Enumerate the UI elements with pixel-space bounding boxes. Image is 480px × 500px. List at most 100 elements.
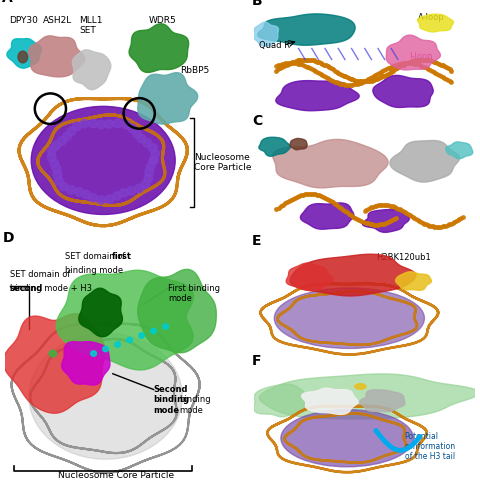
- Circle shape: [133, 130, 142, 138]
- Polygon shape: [259, 138, 290, 156]
- Circle shape: [55, 177, 63, 186]
- Text: WDR5: WDR5: [149, 16, 177, 25]
- Circle shape: [148, 144, 157, 152]
- Circle shape: [144, 174, 153, 182]
- Circle shape: [139, 333, 144, 338]
- Text: B: B: [252, 0, 263, 8]
- Text: SET domain of: SET domain of: [65, 252, 128, 261]
- Text: second: second: [10, 284, 43, 292]
- Circle shape: [75, 188, 84, 196]
- Circle shape: [143, 139, 152, 147]
- Text: RbBP5: RbBP5: [180, 66, 209, 76]
- Circle shape: [113, 192, 121, 200]
- Circle shape: [67, 186, 75, 194]
- Circle shape: [80, 120, 89, 128]
- Text: First binding
mode: First binding mode: [168, 284, 220, 303]
- Circle shape: [355, 384, 366, 389]
- Circle shape: [120, 188, 128, 197]
- Circle shape: [60, 182, 68, 191]
- Circle shape: [89, 194, 97, 202]
- Circle shape: [105, 195, 114, 203]
- Polygon shape: [396, 272, 432, 290]
- Text: DPY30: DPY30: [10, 16, 38, 25]
- Circle shape: [149, 156, 158, 164]
- Circle shape: [97, 120, 106, 128]
- Polygon shape: [300, 203, 354, 229]
- Polygon shape: [129, 24, 189, 72]
- Circle shape: [135, 184, 144, 192]
- Circle shape: [115, 342, 120, 347]
- Polygon shape: [258, 14, 355, 46]
- Circle shape: [145, 168, 154, 176]
- Polygon shape: [373, 76, 433, 108]
- Text: F: F: [252, 354, 262, 368]
- Polygon shape: [253, 384, 306, 417]
- Circle shape: [146, 162, 155, 170]
- Ellipse shape: [274, 288, 424, 348]
- Circle shape: [121, 120, 130, 128]
- Polygon shape: [138, 72, 198, 124]
- Text: D: D: [2, 232, 14, 245]
- Circle shape: [48, 146, 56, 155]
- Circle shape: [163, 324, 168, 329]
- Text: binding mode: binding mode: [65, 266, 123, 275]
- Text: binding mode + H3: binding mode + H3: [10, 284, 92, 292]
- Polygon shape: [138, 270, 216, 353]
- Circle shape: [52, 165, 61, 173]
- Polygon shape: [7, 38, 42, 68]
- Circle shape: [53, 171, 62, 179]
- Polygon shape: [286, 263, 333, 290]
- Polygon shape: [390, 140, 459, 182]
- Circle shape: [151, 328, 156, 334]
- Circle shape: [141, 180, 150, 188]
- Polygon shape: [61, 342, 110, 385]
- Text: binding
mode: binding mode: [179, 385, 210, 415]
- Circle shape: [127, 186, 135, 195]
- Polygon shape: [290, 138, 307, 150]
- Circle shape: [67, 127, 76, 136]
- Circle shape: [151, 150, 159, 158]
- Text: A: A: [2, 0, 13, 6]
- Text: SET domain of: SET domain of: [10, 270, 72, 279]
- Polygon shape: [3, 314, 105, 413]
- Polygon shape: [386, 35, 440, 70]
- Circle shape: [50, 159, 59, 168]
- Text: H2BK120ub1: H2BK120ub1: [376, 254, 431, 262]
- Polygon shape: [301, 388, 358, 414]
- Polygon shape: [29, 36, 85, 77]
- Polygon shape: [418, 14, 454, 32]
- Polygon shape: [276, 80, 359, 110]
- Circle shape: [91, 351, 96, 356]
- Circle shape: [89, 120, 97, 128]
- Ellipse shape: [29, 333, 182, 459]
- Text: I-loop: I-loop: [409, 52, 432, 61]
- Circle shape: [149, 156, 158, 164]
- Polygon shape: [252, 22, 278, 46]
- Circle shape: [48, 153, 56, 162]
- Circle shape: [103, 346, 108, 352]
- Text: C: C: [252, 114, 263, 128]
- Text: E: E: [252, 234, 262, 248]
- Circle shape: [82, 190, 90, 198]
- Circle shape: [49, 350, 57, 357]
- Text: Nucleosome
Core Particle: Nucleosome Core Particle: [194, 153, 252, 172]
- Polygon shape: [362, 210, 409, 233]
- Text: Potential
conformation
of the H3 tail: Potential conformation of the H3 tail: [405, 432, 456, 462]
- Circle shape: [58, 136, 66, 145]
- Ellipse shape: [18, 51, 28, 63]
- Circle shape: [113, 119, 122, 128]
- Circle shape: [128, 124, 137, 133]
- Circle shape: [97, 196, 106, 204]
- Polygon shape: [259, 374, 479, 419]
- Circle shape: [127, 338, 132, 342]
- Text: Quad R: Quad R: [259, 41, 290, 50]
- Circle shape: [72, 122, 81, 130]
- Text: ASH2L: ASH2L: [43, 16, 72, 25]
- Text: first: first: [111, 252, 132, 261]
- Polygon shape: [72, 50, 111, 90]
- Circle shape: [137, 134, 146, 143]
- Polygon shape: [273, 140, 388, 188]
- Ellipse shape: [31, 106, 175, 214]
- Polygon shape: [290, 254, 416, 296]
- Text: Nucleosome Core Particle: Nucleosome Core Particle: [58, 470, 174, 480]
